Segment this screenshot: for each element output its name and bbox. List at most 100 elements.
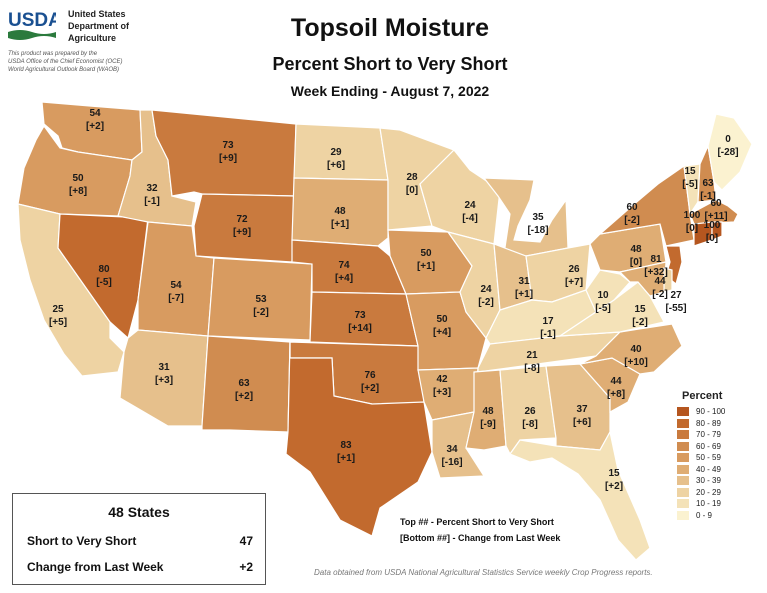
state-value-OR: 50 xyxy=(72,173,84,184)
usda-logo: USDA xyxy=(8,10,56,40)
svg-text:USDA: USDA xyxy=(8,10,56,31)
state-value-AL: 26 xyxy=(524,406,536,417)
state-SD xyxy=(291,177,389,247)
map-legend: Percent 90 - 100 80 - 89 70 - 79 60 - 69 50 … xyxy=(676,390,725,521)
state-DE xyxy=(663,267,673,293)
state-change-MD: [-2] xyxy=(652,289,668,300)
map-period: Week Ending - August 7, 2022 xyxy=(290,83,490,99)
state-RI xyxy=(711,221,723,241)
state-change-MA: [+11] xyxy=(704,211,727,222)
state-change-MT: [+9] xyxy=(219,153,237,164)
state-change-ME: [-28] xyxy=(717,147,738,158)
state-value-MI: 35 xyxy=(532,212,544,223)
state-change-ID: [-1] xyxy=(144,196,160,207)
legend-label: 50 - 59 xyxy=(696,453,721,463)
legend-swatch xyxy=(676,406,690,418)
state-value-IL: 24 xyxy=(480,284,492,295)
state-change-SD: [+1] xyxy=(331,219,349,230)
summary-title: 48 States xyxy=(108,504,170,520)
state-change-WI: [-4] xyxy=(462,213,478,224)
legend-item: 90 - 100 xyxy=(676,406,725,418)
state-value-OK: 76 xyxy=(364,370,376,381)
label-key-top: Top ## - Percent Short to Very Short xyxy=(400,517,554,527)
state-change-NM: [+2] xyxy=(235,391,253,402)
legend-label: 40 - 49 xyxy=(696,464,721,474)
state-change-SC: [+8] xyxy=(607,389,625,400)
legend-label: 0 - 9 xyxy=(696,510,713,520)
legend-swatch xyxy=(676,440,690,452)
state-value-NV: 80 xyxy=(98,264,110,275)
state-value-VA: 15 xyxy=(634,304,646,315)
legend-item: 40 - 49 xyxy=(676,463,725,476)
state-value-TN: 21 xyxy=(526,350,538,361)
legend-label: 70 - 79 xyxy=(696,430,721,440)
legend-label: 30 - 39 xyxy=(696,476,721,486)
state-value-MD: 44 xyxy=(654,276,666,287)
state-NC xyxy=(579,323,683,375)
state-change-AZ: [+3] xyxy=(155,375,173,386)
state-change-RI: [0] xyxy=(706,233,718,244)
state-change-CT: [0] xyxy=(686,223,698,234)
state-change-VA: [-2] xyxy=(632,317,648,328)
legend-swatch xyxy=(676,452,690,464)
state-change-OH: [+7] xyxy=(565,277,583,288)
legend-item: 20 - 29 xyxy=(676,486,725,499)
state-value-WI: 24 xyxy=(464,200,476,211)
disclaimer: This product was prepared by the USDA Of… xyxy=(8,51,123,73)
legend-item: 0 - 9 xyxy=(676,509,725,522)
summary-row-short: Short to Very Short 47 xyxy=(27,534,253,548)
state-change-KS: [+14] xyxy=(348,323,372,334)
legend-swatch xyxy=(676,509,690,521)
state-value-WY: 72 xyxy=(236,214,248,225)
state-value-NE: 74 xyxy=(338,260,350,271)
state-value-MO: 50 xyxy=(436,314,448,325)
state-value-ID: 32 xyxy=(146,183,158,194)
legend-label: 60 - 69 xyxy=(696,441,721,451)
state-change-NH: [-1] xyxy=(700,191,716,202)
state-value-NM: 63 xyxy=(238,378,250,389)
data-source: Data obtained from USDA National Agricul… xyxy=(314,568,653,577)
state-NH xyxy=(697,143,717,203)
state-change-NE: [+4] xyxy=(335,273,353,284)
legend-label: 10 - 19 xyxy=(696,499,721,509)
summary-box: 48 States Short to Very Short 47 Change … xyxy=(12,493,266,585)
label-key: Top ## - Percent Short to Very Short [Bo… xyxy=(400,514,560,546)
legend-item: 80 - 89 xyxy=(676,417,725,430)
state-ME xyxy=(707,113,753,191)
legend-swatch xyxy=(676,417,690,429)
state-change-MS: [-9] xyxy=(480,419,496,430)
state-value-SC: 44 xyxy=(610,376,622,387)
summary-row-change: Change from Last Week +2 xyxy=(27,560,253,574)
legend-label: 80 - 89 xyxy=(696,418,721,428)
state-value-ME: 0 xyxy=(725,134,731,145)
state-FL xyxy=(509,430,651,561)
state-change-NY: [-2] xyxy=(624,215,640,226)
state-change-VT: [-5] xyxy=(682,179,698,190)
state-value-IN: 31 xyxy=(518,276,530,287)
state-change-WV: [-5] xyxy=(595,303,611,314)
legend-label: 90 - 100 xyxy=(696,407,726,417)
legend-item: 30 - 39 xyxy=(676,475,725,487)
state-value-FL: 15 xyxy=(608,468,620,479)
state-change-CO: [-2] xyxy=(253,307,269,318)
state-change-NV: [-5] xyxy=(96,277,112,288)
state-change-TX: [+1] xyxy=(337,453,355,464)
state-value-KS: 73 xyxy=(354,310,366,321)
state-change-IL: [-2] xyxy=(478,297,494,308)
state-value-NH: 63 xyxy=(702,178,714,189)
state-change-AL: [-8] xyxy=(522,419,538,430)
state-change-ND: [+6] xyxy=(327,160,345,171)
state-value-SD: 48 xyxy=(334,206,346,217)
state-change-MN: [0] xyxy=(406,185,418,196)
state-value-WV: 10 xyxy=(597,290,609,301)
state-value-AZ: 31 xyxy=(158,362,170,373)
state-value-KY: 17 xyxy=(542,316,554,327)
state-change-MI: [-18] xyxy=(527,225,548,236)
state-value-PA: 48 xyxy=(630,244,642,255)
legend-item: 70 - 79 xyxy=(676,429,725,441)
legend-swatch xyxy=(676,498,690,510)
agency-name: United States Department of Agriculture xyxy=(68,9,130,43)
state-value-AR: 42 xyxy=(436,374,448,385)
legend-swatch xyxy=(676,486,690,498)
